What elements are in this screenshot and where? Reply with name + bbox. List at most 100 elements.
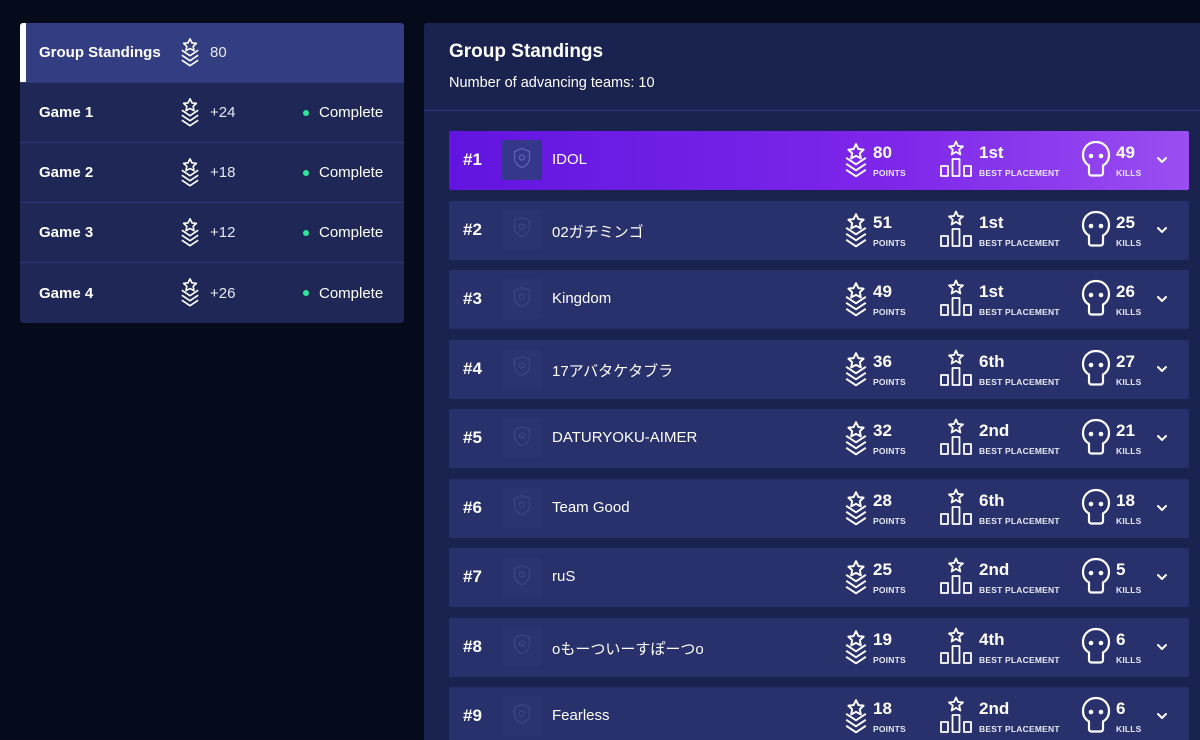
sidebar-item-game-2[interactable]: Game 2 +18 Complete [20,143,404,203]
team-rank: #7 [463,567,482,586]
points-label: POINTS [873,307,906,317]
shield-icon [512,494,532,521]
sidebar-item-game-1[interactable]: Game 1 +24 Complete [20,83,404,143]
team-kills: 5 [1116,560,1126,579]
skull-icon [1081,418,1111,461]
status-text: Complete [319,284,384,302]
team-rank: #2 [463,219,482,239]
team-rank: #4 [463,358,482,378]
sidebar-item-label: Game 2 [39,164,94,181]
chevron-down-icon[interactable] [1155,292,1169,306]
sidebar-item-game-3[interactable]: Game 3 +12 Complete [20,203,404,263]
team-points: 25 [873,560,892,579]
standings-header: Group Standings Number of advancing team… [424,23,1200,111]
sidebar-item-group-standings[interactable]: Group Standings 80 [20,23,404,83]
chevron-down-icon[interactable] [1155,153,1169,167]
team-kills: 21 [1116,421,1135,440]
points-label: POINTS [873,515,906,526]
best-placement-label: BEST PLACEMENT [979,585,1060,595]
status-badge: Complete [303,224,383,241]
team-points: 28 [873,490,892,510]
shield-icon [512,564,532,591]
status-badge: Complete [303,285,383,302]
team-best-placement: 2nd [979,560,1010,579]
status-dot-icon [303,169,309,176]
team-points: 36 [873,351,892,371]
best-placement-label: BEST PLACEMENT [979,515,1060,526]
standings-panel: Group Standings Number of advancing team… [424,23,1200,740]
standings-row[interactable]: #2 02ガチミンゴ 51 POINTS 1st BEST PLACEMENT … [449,200,1189,260]
points-icon [844,140,868,185]
chevron-down-icon[interactable] [1155,431,1169,445]
best-placement-label: BEST PLACEMENT [979,724,1060,734]
team-best-placement: 6th [979,490,1005,510]
chevron-down-icon[interactable] [1155,362,1169,376]
points-icon [844,210,868,255]
chevron-down-icon[interactable] [1155,709,1169,723]
skull-icon [1081,210,1111,253]
skull-icon [1081,557,1111,600]
team-logo [502,209,542,250]
skull-icon [1081,279,1111,322]
standings-row[interactable]: #7 ruS 25 POINTS 2nd BEST PLACEMENT 5 KI… [449,548,1189,607]
team-logo [502,626,542,667]
chevron-down-icon[interactable] [1155,640,1169,654]
standings-row[interactable]: #9 Fearless 18 POINTS 2nd BEST PLACEMENT… [449,687,1189,740]
best-placement-label: BEST PLACEMENT [979,168,1060,178]
skull-icon [1081,349,1111,392]
chevron-down-icon[interactable] [1155,501,1169,515]
kills-label: KILLS [1116,515,1142,526]
shield-icon [512,216,532,243]
team-logo [502,279,542,319]
team-rank: #6 [463,497,482,517]
sidebar-item-game-4[interactable]: Game 4 +26 Complete [20,263,404,323]
points-icon [180,37,200,67]
chevron-down-icon[interactable] [1155,570,1169,584]
podium-icon [939,557,973,600]
shield-icon [512,425,532,452]
points-icon [844,557,868,602]
team-best-placement: 1st [979,143,1004,162]
points-label: POINTS [873,446,906,456]
standings-row[interactable]: #5 DATURYOKU-AIMER 32 POINTS 2nd BEST PL… [449,409,1189,468]
sidebar-item-label: Game 3 [39,224,94,241]
team-logo [502,696,542,736]
team-logo [502,487,542,528]
sidebar-item-points: +24 [210,104,236,121]
status-dot-icon [303,109,309,116]
skull-icon [1081,488,1111,531]
standings-row[interactable]: #6 Team Good 28 POINTS 6th BEST PLACEMEN… [449,478,1189,538]
status-text: Complete [319,104,384,121]
standings-row[interactable]: #8 oもーついーすぽーつo 19 POINTS 4th BEST PLACEM… [449,617,1189,677]
sidebar-item-points: 80 [210,44,227,61]
sidebar-item-points: +18 [210,164,236,181]
team-logo [502,140,542,180]
kills-label: KILLS [1116,307,1142,317]
status-dot-icon [303,290,309,296]
team-name: 02ガチミンゴ [552,223,644,241]
kills-label: KILLS [1116,237,1142,248]
points-icon [844,349,868,394]
team-points: 32 [873,421,892,440]
team-best-placement: 6th [979,351,1005,371]
sidebar-item-points: +12 [210,224,236,241]
shield-icon [512,703,532,730]
game-list-panel: Group Standings 80 Game 1 +24 Complete Gam… [20,23,404,323]
standings-row[interactable]: #3 Kingdom 49 POINTS 1st BEST PLACEMENT … [449,270,1189,329]
kills-label: KILLS [1116,654,1142,665]
team-best-placement: 1st [979,282,1004,301]
chevron-down-icon[interactable] [1155,223,1169,237]
points-icon [844,279,868,324]
team-points: 18 [873,699,892,718]
team-logo [502,348,542,389]
standings-row[interactable]: #4 17アバタケタブラ 36 POINTS 6th BEST PLACEMEN… [449,339,1189,399]
team-kills: 26 [1116,282,1135,301]
sidebar-item-label: Game 1 [39,104,94,121]
team-points: 19 [873,629,892,649]
sidebar-item-label: Game 4 [39,284,94,302]
team-name: Fearless [552,707,610,724]
standings-row[interactable]: #1 IDOL 80 POINTS 1st BEST PLACEMENT 49 … [449,131,1189,190]
advancing-teams-text: Number of advancing teams: 10 [449,75,655,91]
status-badge: Complete [303,164,383,181]
best-placement-label: BEST PLACEMENT [979,307,1060,317]
